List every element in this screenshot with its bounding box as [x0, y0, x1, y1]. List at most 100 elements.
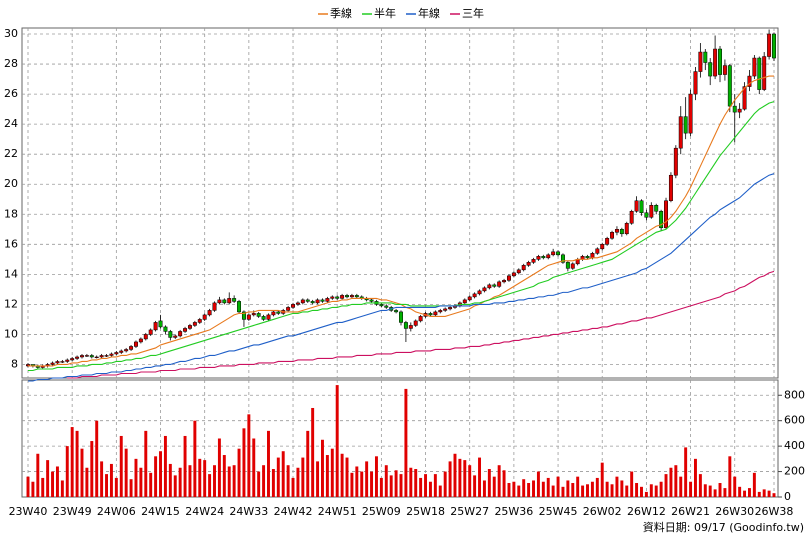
candle-body: [713, 48, 718, 77]
candle-body: [565, 262, 570, 269]
volume-bar: [757, 491, 761, 497]
volume-bar: [728, 456, 732, 497]
candle-body: [124, 349, 129, 352]
volume-bar: [767, 490, 771, 497]
candle-body: [772, 33, 776, 59]
candle-body: [560, 254, 565, 263]
candle-body: [732, 105, 737, 113]
volume-bar: [154, 456, 158, 497]
volume-bar: [576, 476, 580, 497]
candle-body: [487, 284, 492, 289]
volume-bar: [640, 486, 643, 497]
candle-body: [762, 56, 767, 90]
volume-bar: [208, 474, 212, 497]
volume-bar: [316, 461, 320, 497]
volume-bar: [325, 455, 329, 497]
volume-bar: [502, 470, 506, 497]
volume-bar: [90, 441, 94, 497]
candle-body: [413, 320, 418, 326]
candle-body: [109, 353, 114, 356]
candle-body: [379, 304, 384, 307]
candle-body: [227, 298, 232, 304]
volume-bar: [497, 465, 501, 497]
candle-body: [629, 211, 634, 224]
x-tick-label: 23W40: [9, 505, 48, 518]
y-tick-label: 12: [4, 297, 18, 310]
volume-bar: [644, 491, 648, 497]
volume-bar: [134, 458, 138, 497]
volume-bar: [149, 472, 153, 497]
ma-line: [28, 173, 775, 382]
candle-body: [551, 251, 556, 256]
candle-body: [614, 229, 619, 233]
candle-body: [438, 310, 443, 313]
volume-bar: [674, 465, 678, 497]
candle-body: [84, 355, 89, 357]
candle-body: [467, 296, 472, 301]
candle-body: [482, 287, 487, 292]
candle-body: [80, 355, 84, 358]
volume-bar: [468, 465, 472, 497]
x-tick-label: 25W09: [362, 505, 401, 518]
volume-bar: [173, 475, 177, 497]
candle-body: [134, 341, 138, 347]
volume-bar: [350, 472, 354, 497]
candle-body: [624, 223, 629, 235]
volume-bar: [433, 474, 437, 497]
volume-bar: [689, 481, 693, 497]
candle-body: [251, 313, 256, 316]
volume-bar: [257, 471, 261, 497]
candle-body: [50, 362, 55, 365]
volume-bar: [610, 484, 614, 497]
volume-bar: [105, 474, 108, 497]
volume-bar: [507, 483, 511, 497]
volume-bar: [247, 414, 251, 497]
volume-bar: [124, 448, 128, 497]
volume-bar: [80, 448, 84, 497]
volume-bar: [163, 435, 167, 497]
candle-body: [718, 48, 722, 75]
volume-bar: [100, 461, 104, 497]
volume-bar: [536, 471, 540, 497]
volume-bar: [453, 453, 457, 497]
candle-body: [472, 293, 477, 298]
volume-bar: [306, 430, 310, 497]
x-tick-label: 24W51: [318, 505, 357, 518]
volume-bar: [561, 486, 565, 497]
x-tick-label: 24W33: [229, 505, 268, 518]
candle-body: [497, 281, 502, 287]
candle-body: [261, 316, 266, 320]
volume-bar: [703, 484, 707, 497]
candle-body: [688, 93, 693, 134]
volume-bar: [41, 477, 45, 497]
candle-body: [153, 322, 158, 331]
volume-bar: [586, 484, 589, 497]
candle-body: [94, 356, 99, 359]
candle-body: [521, 265, 526, 271]
volume-bar: [46, 460, 50, 497]
volume-bar: [694, 458, 697, 497]
volume-bar: [370, 471, 374, 497]
candle-body: [291, 304, 295, 308]
volume-bar: [114, 477, 118, 497]
volume-bar: [669, 467, 673, 497]
volume-bar: [26, 476, 30, 497]
candle-body: [276, 311, 281, 314]
candle-body: [619, 229, 624, 235]
candle-body: [315, 299, 320, 304]
volume-bar: [198, 458, 202, 497]
volume-bar: [428, 481, 432, 497]
candle-body: [232, 298, 237, 302]
candle-body: [585, 256, 590, 259]
volume-bar: [296, 467, 300, 497]
candle-body: [752, 57, 757, 77]
candle-body: [335, 296, 340, 299]
volume-bar: [281, 451, 285, 497]
volume-bar: [659, 481, 663, 497]
candle-body: [104, 355, 109, 357]
x-tick-label: 25W36: [494, 505, 533, 518]
volume-bar: [217, 438, 221, 497]
volume-bar: [463, 460, 467, 497]
candle-body: [639, 200, 644, 214]
volume-bar: [271, 469, 275, 497]
